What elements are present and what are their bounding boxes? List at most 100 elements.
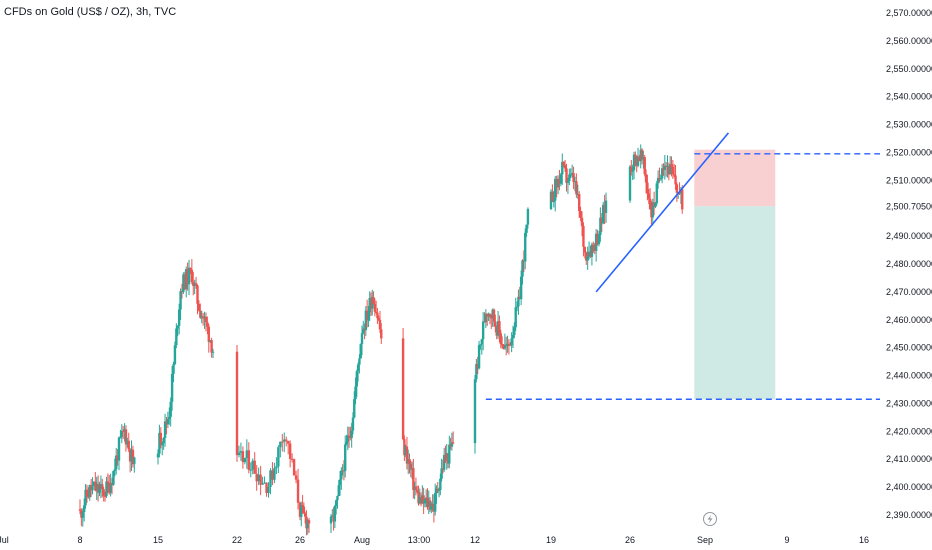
candle xyxy=(349,426,352,441)
candle xyxy=(483,312,486,323)
candle xyxy=(158,424,161,458)
candle xyxy=(281,434,284,452)
candle xyxy=(301,494,304,514)
x-tick-label: Sep xyxy=(697,535,713,545)
candle xyxy=(196,284,199,315)
candle xyxy=(89,479,93,497)
candle xyxy=(177,303,181,335)
candle xyxy=(372,291,375,305)
candle xyxy=(476,356,479,375)
candle xyxy=(522,250,526,273)
candle xyxy=(106,473,110,494)
candle xyxy=(417,485,420,506)
candle xyxy=(94,472,97,492)
candle xyxy=(603,194,606,225)
candle xyxy=(329,514,333,534)
y-tick-label: 2,570.00000 xyxy=(886,8,932,18)
candle xyxy=(413,481,416,500)
candle xyxy=(587,241,591,260)
candle xyxy=(115,447,118,475)
candle xyxy=(421,485,424,505)
candle xyxy=(368,291,371,322)
candle xyxy=(552,190,556,208)
candle xyxy=(277,445,280,474)
candle xyxy=(646,174,649,201)
candle xyxy=(265,482,268,497)
events-lightning-icon[interactable] xyxy=(703,512,717,526)
candle xyxy=(189,267,192,275)
candle xyxy=(290,453,294,463)
candle xyxy=(494,314,497,333)
candle xyxy=(635,155,638,173)
candle xyxy=(116,449,119,466)
candle xyxy=(579,206,582,222)
candle xyxy=(597,230,601,247)
x-tick-label: 22 xyxy=(232,535,242,545)
candle xyxy=(412,458,415,499)
candle xyxy=(449,437,452,450)
candle xyxy=(439,473,442,496)
candle xyxy=(159,427,163,449)
candle xyxy=(575,173,578,198)
y-tick-label: 2,430.00000 xyxy=(886,398,932,408)
candle xyxy=(362,320,365,335)
candle xyxy=(569,168,572,179)
candle xyxy=(113,458,117,477)
candle xyxy=(524,228,527,270)
candle xyxy=(380,323,383,344)
candle xyxy=(376,307,379,325)
candle xyxy=(440,458,443,482)
trendline[interactable] xyxy=(595,132,730,293)
candle xyxy=(102,486,105,502)
candle xyxy=(594,228,598,262)
candle xyxy=(120,424,123,444)
candle xyxy=(187,259,191,296)
candle xyxy=(99,475,103,499)
candle xyxy=(408,453,411,474)
candle xyxy=(405,436,409,470)
candle xyxy=(668,156,672,175)
stop-loss-zone[interactable] xyxy=(694,149,776,207)
candle xyxy=(513,322,516,339)
candle xyxy=(423,498,427,508)
candle xyxy=(239,442,243,461)
candle xyxy=(199,303,202,319)
candle xyxy=(176,325,179,337)
candle xyxy=(269,468,272,495)
y-tick-label: 2,480.00000 xyxy=(886,259,932,269)
horizontal-levels[interactable] xyxy=(485,153,880,400)
candle xyxy=(168,407,171,425)
candle xyxy=(197,300,201,312)
candle xyxy=(630,159,633,176)
candle xyxy=(631,164,634,181)
y-tick-label: 2,510.00000 xyxy=(886,175,932,185)
candle xyxy=(556,175,560,195)
candle xyxy=(98,481,101,497)
candle xyxy=(490,314,493,329)
candle xyxy=(91,477,94,495)
candle xyxy=(87,487,90,499)
y-tick-label: 2,400.00000 xyxy=(886,482,932,492)
candle xyxy=(521,259,524,285)
candle xyxy=(82,498,86,522)
y-axis: 2,570.00000 2,560.00000 2,550.00000 2,540.0… xyxy=(886,8,932,520)
candle xyxy=(558,169,561,191)
candle xyxy=(355,369,359,397)
candle xyxy=(568,168,571,186)
candle xyxy=(446,453,450,469)
candle xyxy=(666,155,669,178)
candle xyxy=(593,242,596,255)
candle xyxy=(445,443,448,470)
candle xyxy=(514,297,517,331)
candle xyxy=(576,184,580,200)
take-profit-zone[interactable] xyxy=(694,206,776,400)
candle xyxy=(363,323,366,340)
candle xyxy=(636,147,640,168)
candle xyxy=(365,299,369,328)
candle xyxy=(484,309,488,329)
candle xyxy=(427,490,430,515)
y-tick-label: 2,420.00000 xyxy=(886,426,932,436)
x-tick-label: Jul xyxy=(0,535,9,545)
candle xyxy=(302,502,306,515)
